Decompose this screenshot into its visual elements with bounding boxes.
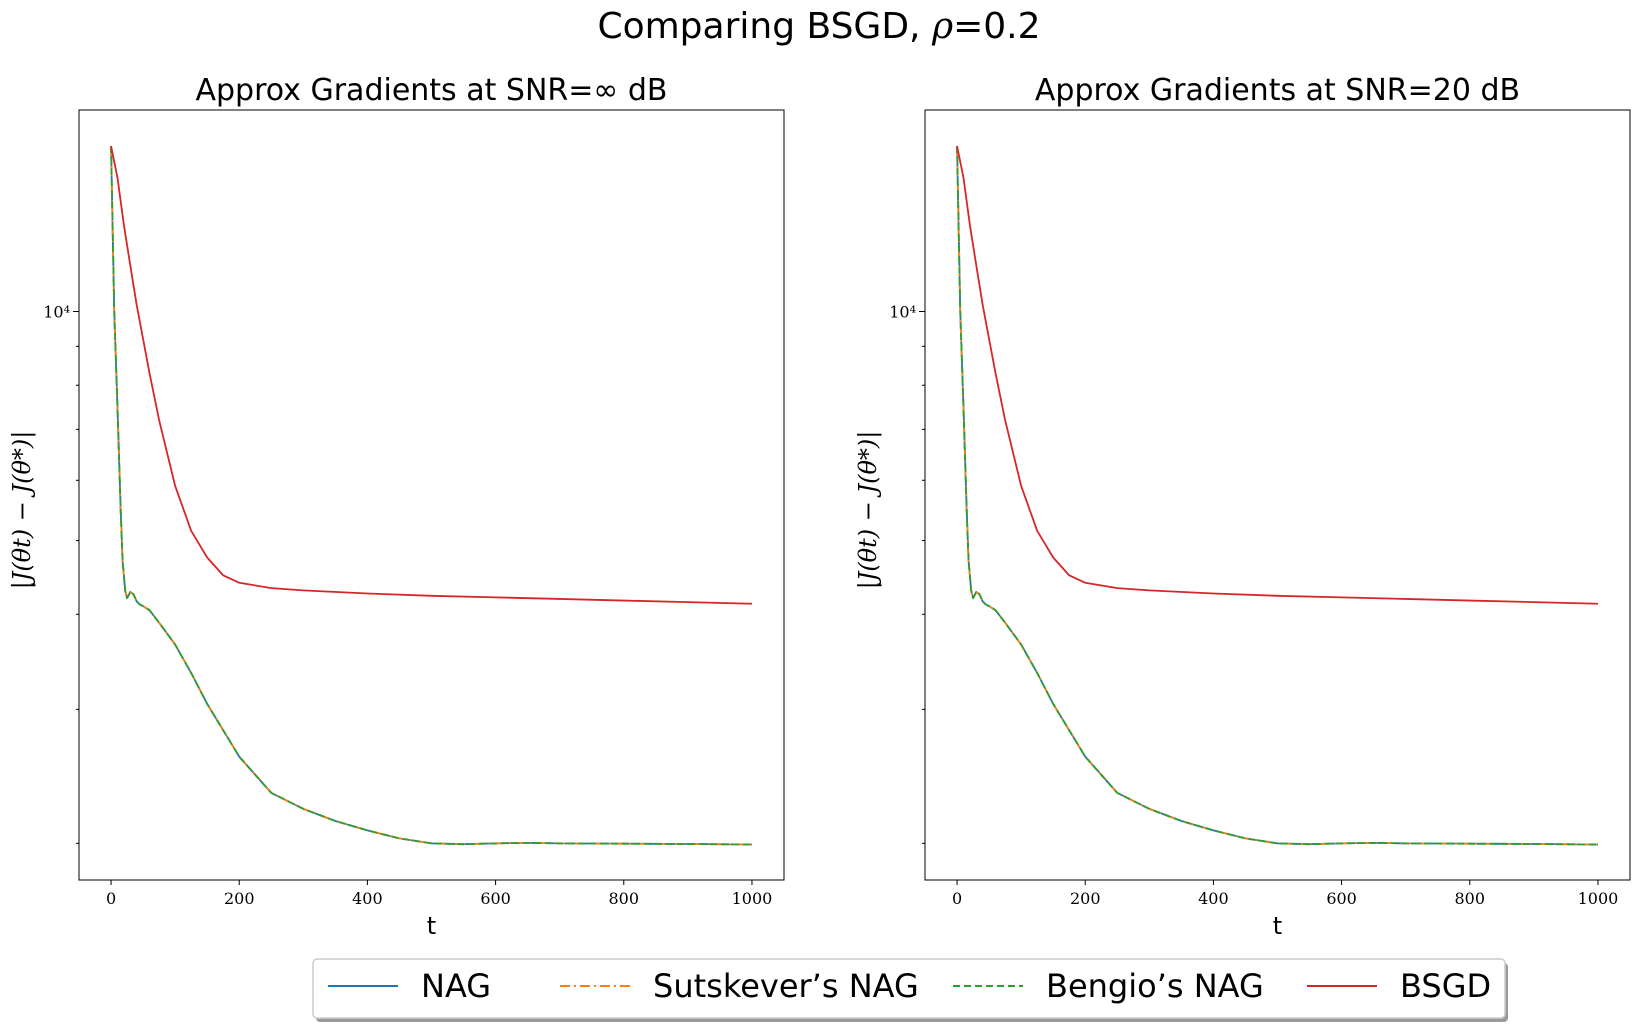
y-tick-label: 10⁴ xyxy=(889,302,916,321)
x-tick-label: 600 xyxy=(1326,889,1357,908)
series-line-sutskever-s-nag xyxy=(110,146,752,846)
suptitle-prefix: Comparing BSGD, xyxy=(597,6,931,47)
series-line-sutskever-s-nag xyxy=(956,146,1598,846)
series-line-nag xyxy=(956,146,1598,846)
x-tick-label: 1000 xyxy=(732,889,773,908)
x-tick-label: 800 xyxy=(608,889,639,908)
subplot-right: Approx Gradients at SNR=20 dB 0 200 400 600 8… xyxy=(854,73,1631,940)
legend-label: BSGD xyxy=(1400,967,1491,1005)
series-line-nag xyxy=(110,146,752,846)
series-line-bsgd xyxy=(956,145,1598,605)
y-tick-label: 10⁴ xyxy=(43,302,70,321)
suptitle-rho: ρ xyxy=(931,6,953,47)
axes-frame xyxy=(78,109,785,881)
legend-label: Sutskever’s NAG xyxy=(653,967,919,1005)
x-tick-label: 600 xyxy=(480,889,511,908)
legend-label: NAG xyxy=(421,967,491,1005)
x-axis-label: t xyxy=(1273,912,1282,940)
y-axis-label: |J(θt) − J(θ*)| xyxy=(8,431,37,590)
series-line-bengio-s-nag xyxy=(110,146,752,846)
x-tick-label: 200 xyxy=(1070,889,1101,908)
x-tick-label: 800 xyxy=(1454,889,1485,908)
x-axis-label: t xyxy=(427,912,436,940)
x-tick-label: 400 xyxy=(352,889,383,908)
x-tick-label: 1000 xyxy=(1578,889,1619,908)
series-line-bengio-s-nag xyxy=(956,146,1598,846)
axes-title: Approx Gradients at SNR=20 dB xyxy=(1035,73,1520,108)
axes-title: Approx Gradients at SNR=∞ dB xyxy=(195,73,667,108)
series-line-bsgd xyxy=(110,145,752,605)
legend-box xyxy=(312,958,1506,1019)
series-group xyxy=(110,145,752,846)
axes-frame xyxy=(924,109,1631,881)
subplot-left: Approx Gradients at SNR=∞ dB 0 200 400 600 80… xyxy=(8,73,785,940)
series-group xyxy=(956,145,1598,846)
legend-label: Bengio’s NAG xyxy=(1046,967,1264,1005)
suptitle-suffix: =0.2 xyxy=(953,6,1040,47)
x-tick-label: 400 xyxy=(1198,889,1229,908)
x-tick-label: 0 xyxy=(952,889,962,908)
legend: NAG Sutskever’s NAG Bengio’s NAG BSGD xyxy=(312,958,1508,1022)
x-tick-label: 200 xyxy=(224,889,255,908)
x-tick-label: 0 xyxy=(106,889,116,908)
figure-suptitle: Comparing BSGD, ρ=0.2 xyxy=(597,6,1040,47)
y-axis-label: |J(θt) − J(θ*)| xyxy=(854,431,883,590)
